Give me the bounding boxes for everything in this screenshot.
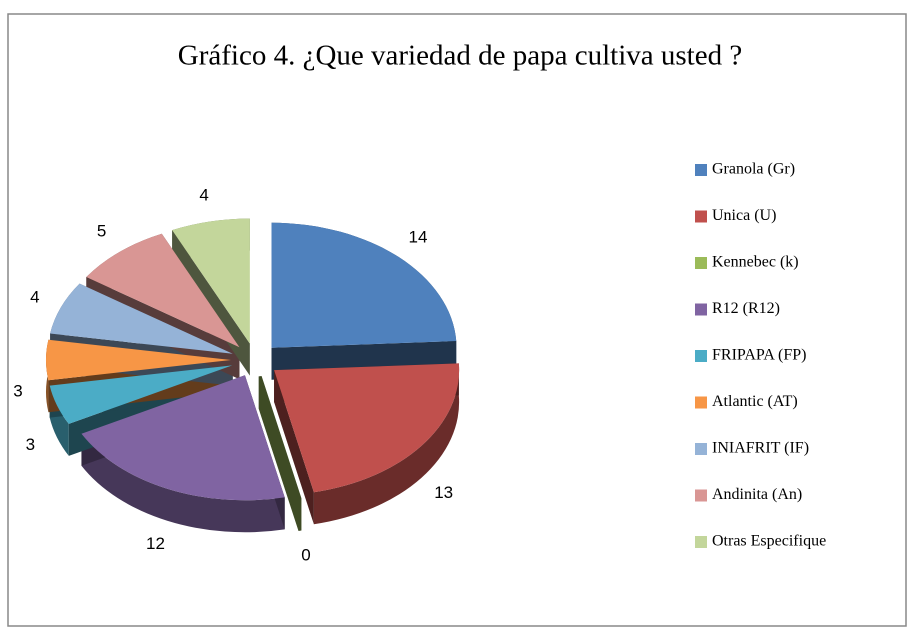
slice [258, 375, 302, 531]
legend-label: Kennebec (k) [712, 254, 799, 271]
legend-label: FRIPAPA (FP) [712, 347, 806, 364]
data-label: 13 [434, 483, 453, 502]
legend-label: R12 (R12) [712, 300, 780, 317]
slice [50, 283, 233, 354]
legend-swatch [695, 257, 707, 269]
legend-swatch [695, 443, 707, 455]
slice-side [313, 363, 460, 525]
data-label: 14 [409, 228, 428, 247]
slice-side [81, 433, 285, 533]
legend-swatch [695, 489, 707, 502]
legend-swatch [695, 350, 707, 362]
legend-swatch [695, 396, 707, 409]
legend-label: Andinita (An) [712, 486, 802, 503]
data-label: 0 [301, 545, 310, 564]
legend-label: Otras Especifique [712, 533, 826, 550]
legend-label: Granola (Gr) [712, 161, 795, 178]
slice [81, 375, 285, 501]
legend-swatch [695, 536, 707, 548]
data-label: 5 [97, 222, 106, 241]
slice [172, 218, 250, 344]
legend-swatch [695, 303, 707, 316]
slice [49, 365, 233, 424]
legend-label: Atlantic (AT) [712, 393, 798, 410]
slice-wall [274, 370, 314, 525]
data-label: 3 [26, 435, 35, 454]
slice [274, 363, 460, 493]
legend-swatch [695, 164, 707, 176]
data-label: 12 [146, 534, 165, 553]
legend-label: INIAFRIT (IF) [712, 440, 809, 457]
legend-swatch [695, 210, 707, 223]
slice [86, 233, 240, 348]
data-label: 4 [199, 186, 208, 205]
legend-label: Unica (U) [712, 207, 776, 224]
chart-title: Gráfico 4. ¿Que variedad de papa cultiva… [178, 40, 742, 72]
pie-tops [46, 218, 460, 531]
data-label: 3 [13, 381, 22, 400]
slice [46, 339, 231, 381]
slice [271, 222, 457, 348]
data-label: 4 [30, 287, 39, 306]
